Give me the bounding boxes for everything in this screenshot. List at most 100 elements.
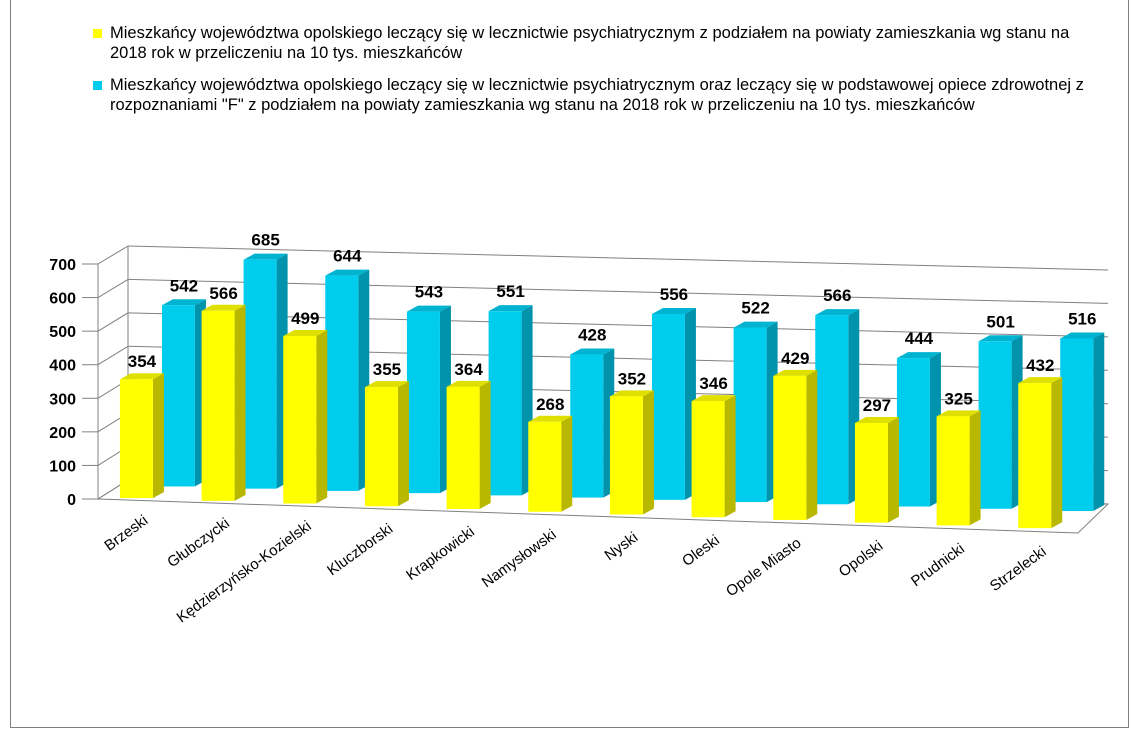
- bar-series-1-top: [446, 380, 491, 387]
- legend-swatch-cyan: [93, 81, 102, 90]
- x-category-label: Głubczycki: [164, 515, 233, 571]
- bar-series-1-side: [1051, 377, 1063, 529]
- data-label-series-1: 355: [373, 360, 401, 379]
- data-label-series-2: 644: [333, 247, 362, 266]
- bar-series-2-top: [815, 309, 860, 316]
- bar-series-1: [528, 421, 562, 512]
- bar-series-1-top: [528, 415, 573, 422]
- bar-series-2-top: [570, 348, 615, 355]
- bar-series-1: [283, 336, 317, 504]
- bar-series-2: [815, 315, 849, 505]
- gridline: [127, 278, 1109, 304]
- data-label-series-2: 556: [660, 285, 688, 304]
- bar-series-1-side: [234, 304, 246, 501]
- bar-series-1: [1018, 383, 1052, 529]
- x-category-label: Opole Miasto: [723, 535, 804, 601]
- x-category-label: Prudnicki: [908, 540, 968, 590]
- data-label-series-2: 542: [170, 276, 198, 295]
- data-label-series-1: 346: [699, 374, 727, 393]
- bar-series-2: [978, 341, 1012, 509]
- bar-series-1-top: [364, 381, 409, 388]
- data-label-series-1: 268: [536, 395, 564, 414]
- data-label-series-1: 499: [291, 309, 319, 328]
- bar-series-2-top: [488, 305, 533, 312]
- bar-series-2: [325, 275, 359, 491]
- y-tick-label: 700: [49, 257, 76, 274]
- data-label-series-2: 551: [496, 282, 524, 301]
- data-label-series-2: 566: [823, 286, 851, 305]
- data-label-series-1: 364: [454, 360, 483, 379]
- bar-series-1-side: [969, 410, 981, 526]
- bar-series-2-side: [1093, 332, 1105, 512]
- bar-series-1: [609, 396, 643, 515]
- x-category-label: Nyski: [602, 529, 642, 564]
- legend-label-series-1: Mieszkańcy województwa opolskiego lecząc…: [110, 24, 1070, 62]
- x-category-label: Kędzierzyńsko-Kozielski: [174, 518, 315, 627]
- bar-series-1: [201, 310, 235, 501]
- bar-series-2: [733, 327, 767, 503]
- gridline-side: [97, 245, 129, 265]
- bar-series-1-side: [152, 373, 164, 499]
- bar-series-1-side: [887, 416, 899, 523]
- bar-series-2: [488, 311, 522, 496]
- bar-series-2-top: [406, 305, 451, 312]
- gridline-side: [97, 312, 129, 332]
- bar-series-1: [119, 379, 153, 499]
- data-label-series-1: 566: [209, 284, 237, 303]
- bar-series-1: [691, 401, 725, 518]
- bar-series-1-side: [316, 330, 328, 504]
- data-label-series-2: 444: [905, 329, 934, 348]
- bar-series-2: [161, 305, 195, 487]
- data-label-series-1: 432: [1026, 356, 1054, 375]
- data-label-series-1: 352: [618, 369, 646, 388]
- bar-series-1-side: [724, 395, 736, 518]
- bar-series-1-top: [773, 369, 818, 376]
- x-category-label: Kluczborski: [324, 520, 396, 579]
- bar-series-1: [854, 422, 888, 523]
- legend-label-series-2: Mieszkańcy województwa opolskiego lecząc…: [110, 76, 1084, 114]
- bar-series-2: [896, 358, 930, 507]
- x-category-label: Namysłowski: [479, 526, 560, 591]
- bar-series-1-side: [479, 380, 491, 510]
- bar-series-1: [936, 416, 970, 526]
- bar-series-1-top: [691, 395, 736, 402]
- legend-item-series-2: Mieszkańcy województwa opolskiego lecząc…: [93, 75, 1103, 115]
- bar-series-2: [651, 313, 685, 500]
- bar-series-1-top: [283, 330, 328, 337]
- data-label-series-1: 297: [863, 396, 891, 415]
- bar-series-1-top: [936, 410, 981, 417]
- bar-series-1-side: [397, 381, 409, 507]
- x-category-label: Opolski: [836, 537, 886, 580]
- data-label-series-2: 516: [1068, 310, 1096, 329]
- legend-item-series-1: Mieszkańcy województwa opolskiego lecząc…: [93, 23, 1103, 63]
- bar-series-2: [406, 311, 440, 494]
- legend-swatch-yellow: [93, 29, 102, 38]
- gridline-side: [97, 279, 129, 298]
- chart-frame: [10, 0, 1129, 728]
- data-label-series-1: 429: [781, 349, 809, 368]
- x-category-label: Oleski: [679, 532, 723, 570]
- bar-series-1-top: [201, 304, 246, 311]
- bar-series-2: [570, 354, 604, 498]
- data-label-series-2: 501: [986, 312, 1014, 331]
- bar-series-1-side: [806, 369, 818, 520]
- gridline-side: [97, 345, 129, 366]
- bar-series-1-top: [119, 373, 164, 380]
- data-label-series-2: 543: [415, 283, 443, 302]
- x-category-label: Strzelecki: [987, 543, 1050, 595]
- y-tick-label: 500: [49, 324, 76, 341]
- data-label-series-2: 685: [251, 231, 279, 250]
- bar-series-1-top: [1018, 377, 1063, 384]
- y-tick-label: 0: [67, 492, 76, 509]
- gridline: [127, 312, 1109, 338]
- y-tick-label: 100: [49, 458, 76, 475]
- bar-series-2-top: [733, 321, 778, 328]
- bar-series-1: [446, 386, 480, 510]
- bar-series-2-top: [243, 253, 288, 260]
- bar-series-1-top: [609, 390, 654, 397]
- x-category-label: Krapkowicki: [403, 523, 478, 584]
- bar-series-2-top: [1060, 332, 1105, 339]
- gridline: [127, 245, 1109, 271]
- y-tick-label: 300: [49, 391, 76, 408]
